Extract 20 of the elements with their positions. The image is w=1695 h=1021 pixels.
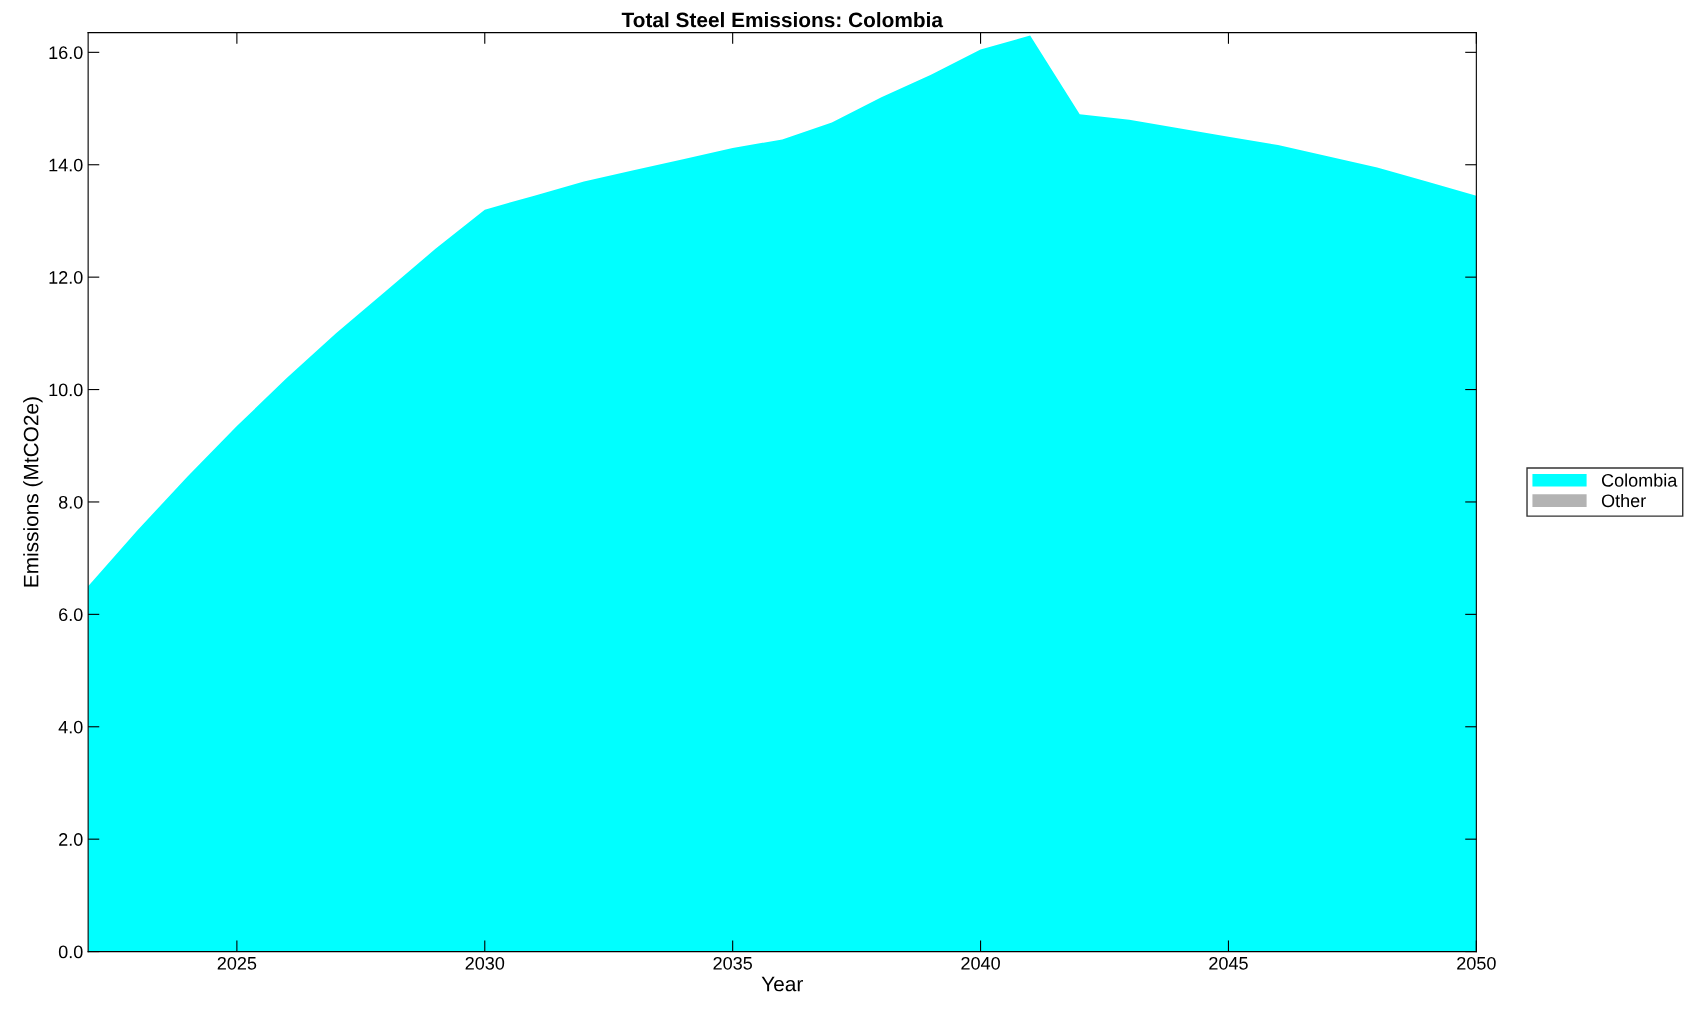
- y-tick-label: 8.0: [58, 495, 83, 509]
- y-tick-label: 10.0: [49, 383, 83, 397]
- y-tick-label: 4.0: [58, 720, 83, 734]
- y-tick-label: 12.0: [49, 271, 83, 284]
- y-tick-label: 0.0: [58, 945, 83, 959]
- x-tick-label: 2035: [713, 956, 752, 970]
- x-tick-label: 2045: [1209, 956, 1248, 970]
- y-axis-title: Emissions (MtCO2e): [23, 397, 43, 587]
- x-tick-label: 2050: [1457, 956, 1496, 970]
- x-tick-label: 2040: [961, 956, 1000, 970]
- y-tick-label: 14.0: [49, 158, 83, 172]
- x-axis-title: Year: [761, 976, 803, 992]
- x-tick-label: 2025: [217, 956, 257, 970]
- legend-label: Colombia: [1601, 473, 1678, 487]
- y-tick-label: 16.0: [49, 46, 83, 60]
- legend-label: Other: [1601, 493, 1646, 508]
- y-tick-label: 6.0: [59, 608, 83, 622]
- x-tick-label: 2030: [465, 956, 505, 970]
- chart-title: Total Steel Emissions: Colombia: [621, 12, 944, 28]
- y-tick-label: 2.0: [59, 833, 83, 846]
